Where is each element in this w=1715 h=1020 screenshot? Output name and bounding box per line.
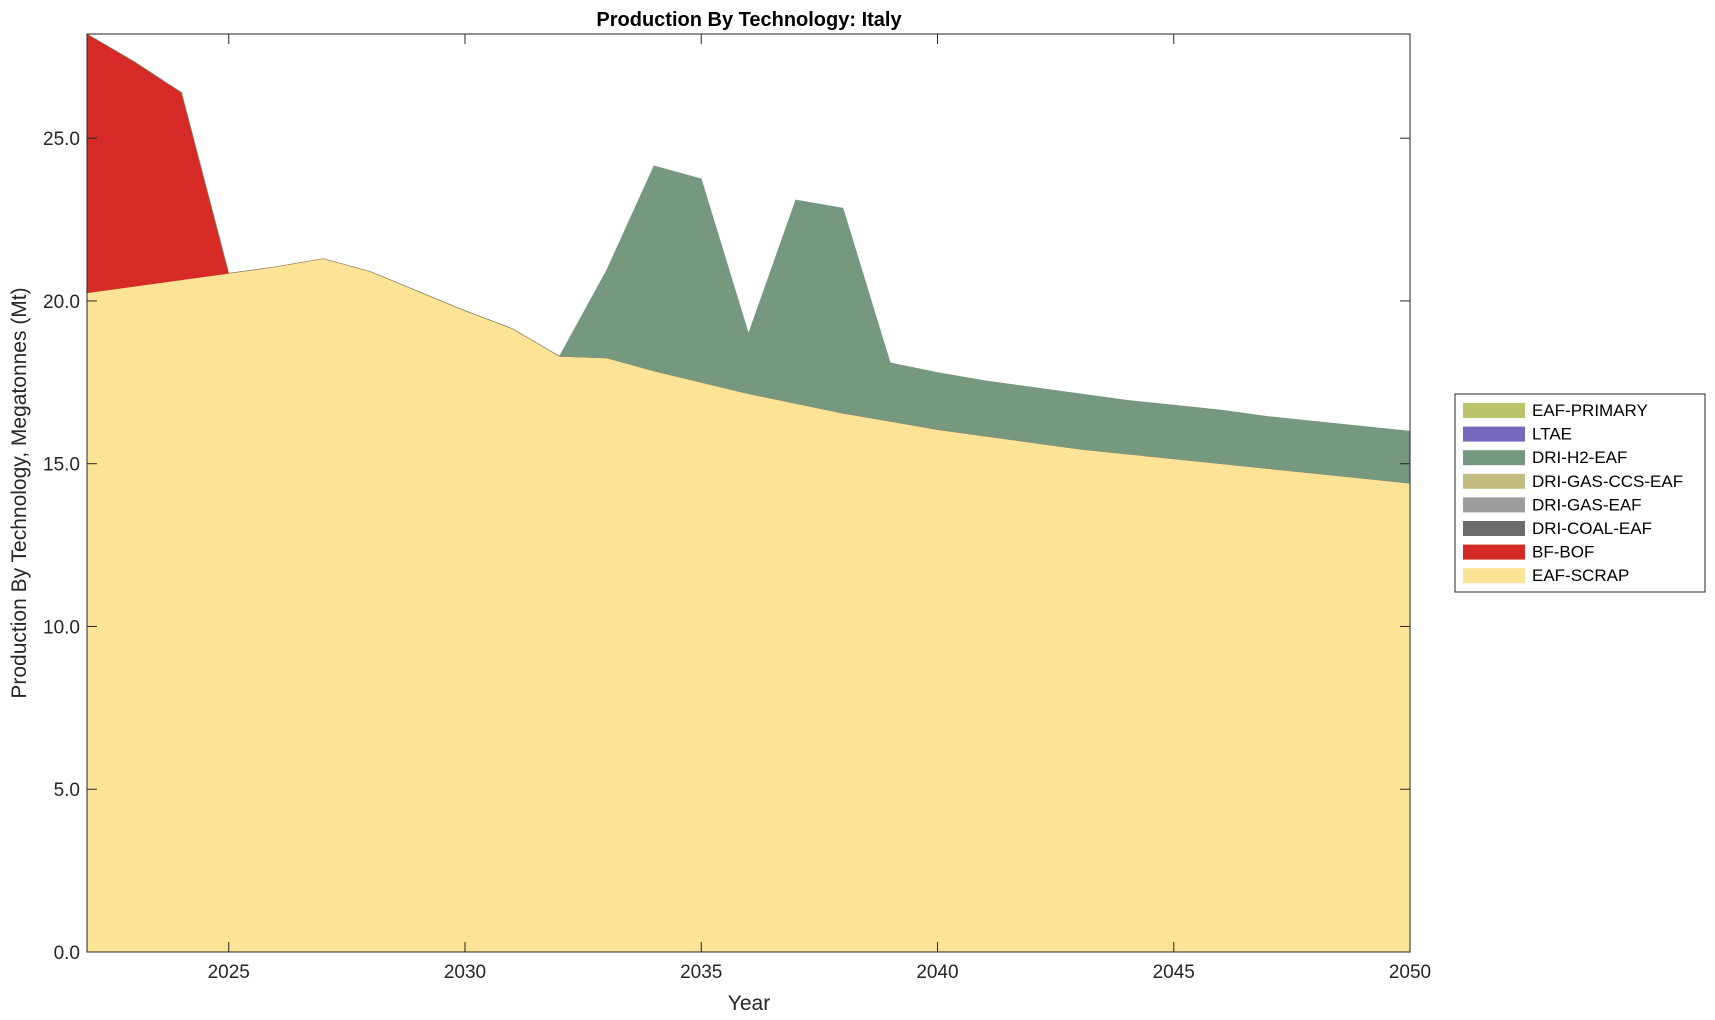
legend-label-dri-gas-ccs-eaf: DRI-GAS-CCS-EAF [1532,472,1683,491]
x-tick-label: 2025 [208,962,250,983]
legend: EAF-PRIMARY LTAE DRI-H2-EAF DRI-GAS-CCS-EAF… [1454,393,1706,593]
y-tick-label: 20.0 [43,292,80,313]
legend-label-dri-h2-eaf: DRI-H2-EAF [1532,448,1627,467]
x-tick-label: 2030 [444,962,486,983]
legend-label-eaf-scrap: EAF-SCRAP [1532,566,1629,585]
y-tick-label: 5.0 [54,780,80,801]
y-tick-label: 10.0 [43,617,80,638]
x-axis-label: Year [728,992,770,1015]
x-tick-label: 2045 [1153,962,1195,983]
area-layers [86,33,1411,953]
plot-frame [86,33,1411,953]
legend-swatch-dri-gas-ccs-eaf [1463,473,1525,489]
y-axis-label: Production By Technology, Megatonnes (Mt… [8,287,31,698]
legend-swatch-ltae [1463,426,1525,442]
legend-label-bf-bof: BF-BOF [1532,543,1594,562]
legend-label-ltae: LTAE [1532,425,1572,444]
legend-swatch-eaf-primary [1463,403,1525,418]
legend-swatch-dri-gas-eaf [1463,497,1525,513]
legend-swatch-dri-coal-eaf [1463,521,1525,536]
legend-swatch-dri-h2-eaf [1463,450,1525,466]
x-tick-label: 2050 [1389,962,1431,983]
legend-swatch-bf-bof [1463,544,1525,560]
legend-box [1454,393,1706,593]
y-tick-label: 15.0 [43,455,80,476]
x-tick-label: 2035 [680,962,722,983]
legend-label-dri-gas-eaf: DRI-GAS-EAF [1532,495,1642,514]
x-tick-labels: 2025 2030 2035 2040 2045 2050 [208,962,1432,983]
legend-label-eaf-primary: EAF-PRIMARY [1532,401,1648,420]
legend-label-dri-coal-eaf: DRI-COAL-EAF [1532,519,1652,538]
y-tick-label: 25.0 [43,129,80,150]
legend-swatch-eaf-scrap [1463,568,1525,584]
chart-title: Production By Technology: Italy [596,9,902,31]
y-tick-label: 0.0 [54,943,80,964]
x-tick-label: 2040 [916,962,958,983]
y-tick-labels: 0.0 5.0 10.0 15.0 20.0 25.0 [43,129,80,964]
